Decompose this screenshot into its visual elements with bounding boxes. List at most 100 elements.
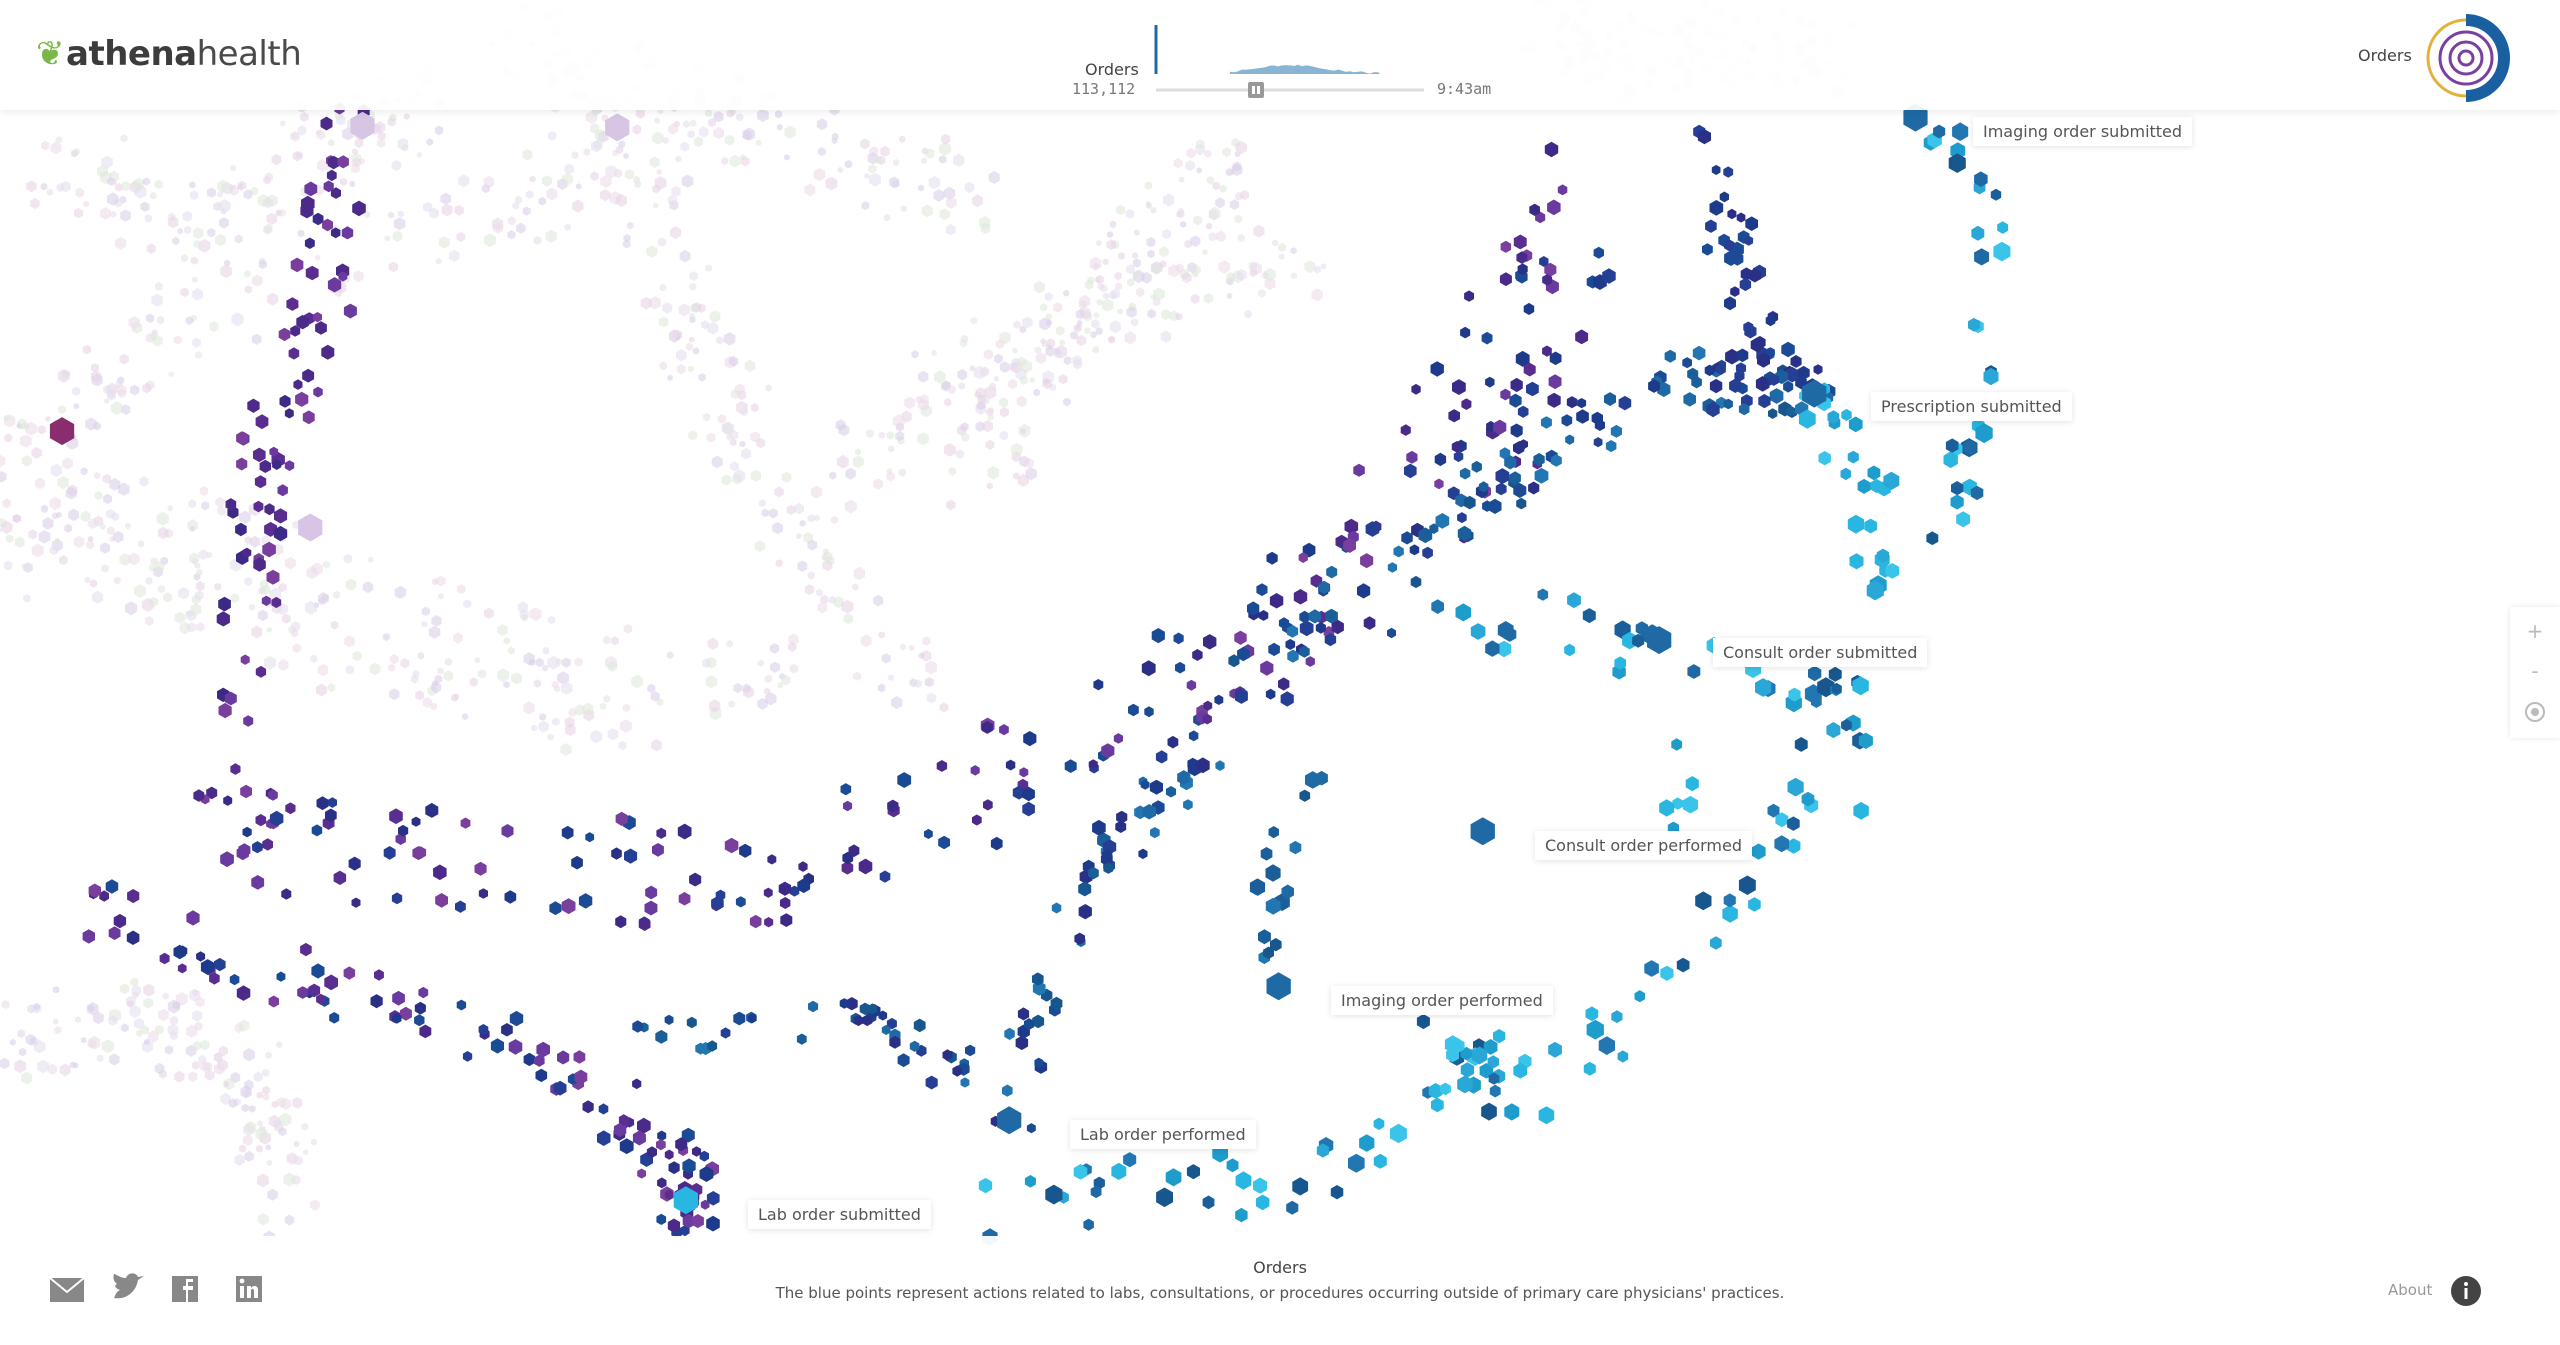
- background-particle: [1272, 239, 1279, 247]
- background-particle: [64, 523, 72, 533]
- action-point: [1512, 426, 1523, 438]
- background-particle: [120, 134, 128, 143]
- action-point: [637, 1168, 646, 1179]
- email-icon[interactable]: [49, 1277, 85, 1302]
- background-particle: [921, 157, 928, 165]
- about-link[interactable]: About: [2388, 1281, 2433, 1299]
- background-particle: [977, 394, 986, 405]
- action-point: [1255, 1194, 1270, 1211]
- background-particle: [1248, 261, 1258, 271]
- background-particle: [1084, 327, 1091, 335]
- zoom-in[interactable]: +: [2526, 619, 2544, 643]
- action-point: [1943, 451, 1958, 469]
- action-point: [1485, 376, 1495, 388]
- action-point: [341, 226, 354, 240]
- action-point: [1325, 608, 1338, 624]
- background-particle: [964, 181, 975, 194]
- action-point: [1460, 326, 1471, 339]
- background-particle: [1055, 325, 1065, 336]
- action-point: [1738, 403, 1750, 416]
- share-icons: [49, 1273, 262, 1302]
- stage-label[interactable]: Imaging order performed: [1331, 986, 1553, 1015]
- action-point: [657, 1177, 667, 1189]
- background-particle: [1168, 264, 1180, 278]
- pause-button[interactable]: [1248, 82, 1264, 98]
- action-point: [264, 521, 278, 537]
- background-particle: [1000, 406, 1010, 418]
- recenter[interactable]: [2510, 697, 2560, 727]
- timeline[interactable]: [1150, 20, 1440, 100]
- background-particle: [729, 438, 737, 447]
- stage-label[interactable]: Consult order performed: [1535, 831, 1753, 860]
- action-point: [878, 1010, 888, 1021]
- action-point: [1974, 171, 1988, 187]
- hub-point: [49, 417, 75, 446]
- action-point: [1790, 355, 1802, 368]
- background-particle: [607, 660, 618, 672]
- action-point: [1373, 1117, 1385, 1130]
- action-point: [1088, 866, 1099, 880]
- view-switcher[interactable]: [2416, 8, 2516, 108]
- background-particle: [188, 499, 196, 509]
- action-point: [1818, 451, 1831, 466]
- background-particle: [353, 270, 364, 283]
- action-point: [1305, 771, 1321, 789]
- background-particle: [184, 225, 192, 235]
- logo[interactable]: ❦athenahealth: [36, 34, 302, 74]
- action-point: [308, 983, 321, 998]
- background-particle: [144, 1038, 150, 1046]
- background-particle: [1159, 246, 1169, 258]
- background-particle: [688, 430, 698, 441]
- background-particle: [888, 445, 895, 453]
- action-point: [1576, 409, 1589, 424]
- background-particle: [21, 1071, 33, 1085]
- action-point: [624, 848, 638, 864]
- background-particle: [1074, 323, 1082, 333]
- action-point: [273, 525, 288, 542]
- background-particle: [803, 532, 813, 544]
- background-particle: [680, 141, 690, 152]
- background-particle: [304, 600, 317, 615]
- info-icon[interactable]: [2449, 1274, 2483, 1308]
- background-particle: [1258, 288, 1266, 298]
- background-particle: [0, 527, 2, 533]
- background-particle: [244, 536, 252, 545]
- action-point: [1593, 246, 1604, 259]
- action-point: [1167, 735, 1179, 749]
- background-particle: [155, 1024, 164, 1035]
- background-particle: [441, 203, 453, 217]
- stage-label[interactable]: Imaging order submitted: [1973, 117, 2193, 146]
- background-particle: [258, 609, 268, 622]
- background-particle: [143, 997, 154, 1009]
- background-particle: [689, 119, 697, 127]
- action-point: [1299, 620, 1314, 637]
- background-particle: [1141, 271, 1152, 284]
- stage-label[interactable]: Lab order submitted: [748, 1200, 931, 1229]
- action-point: [1767, 803, 1780, 818]
- background-particle: [1058, 374, 1068, 385]
- background-particle: [820, 594, 829, 605]
- background-particle: [689, 271, 698, 282]
- background-particle: [1237, 233, 1245, 242]
- action-point: [240, 784, 252, 799]
- facebook-icon[interactable]: [172, 1276, 198, 1302]
- background-particle: [899, 643, 907, 651]
- stage-label[interactable]: Prescription submitted: [1871, 392, 2072, 421]
- action-point: [1567, 592, 1581, 609]
- background-particle: [317, 159, 328, 172]
- action-point: [938, 835, 950, 850]
- stage-label[interactable]: Consult order submitted: [1713, 638, 1928, 667]
- background-particle: [1082, 309, 1091, 320]
- twitter-icon[interactable]: [113, 1273, 144, 1299]
- background-particle: [218, 1045, 228, 1057]
- zoom-out[interactable]: -: [2531, 659, 2539, 683]
- action-point: [1617, 1050, 1629, 1063]
- action-point: [255, 814, 267, 827]
- action-point: [1725, 348, 1739, 365]
- background-particle: [561, 657, 571, 668]
- linkedin-icon[interactable]: [236, 1276, 262, 1302]
- stage-label[interactable]: Lab order performed: [1070, 1120, 1256, 1149]
- background-particle: [118, 482, 130, 496]
- background-particle: [1114, 271, 1122, 281]
